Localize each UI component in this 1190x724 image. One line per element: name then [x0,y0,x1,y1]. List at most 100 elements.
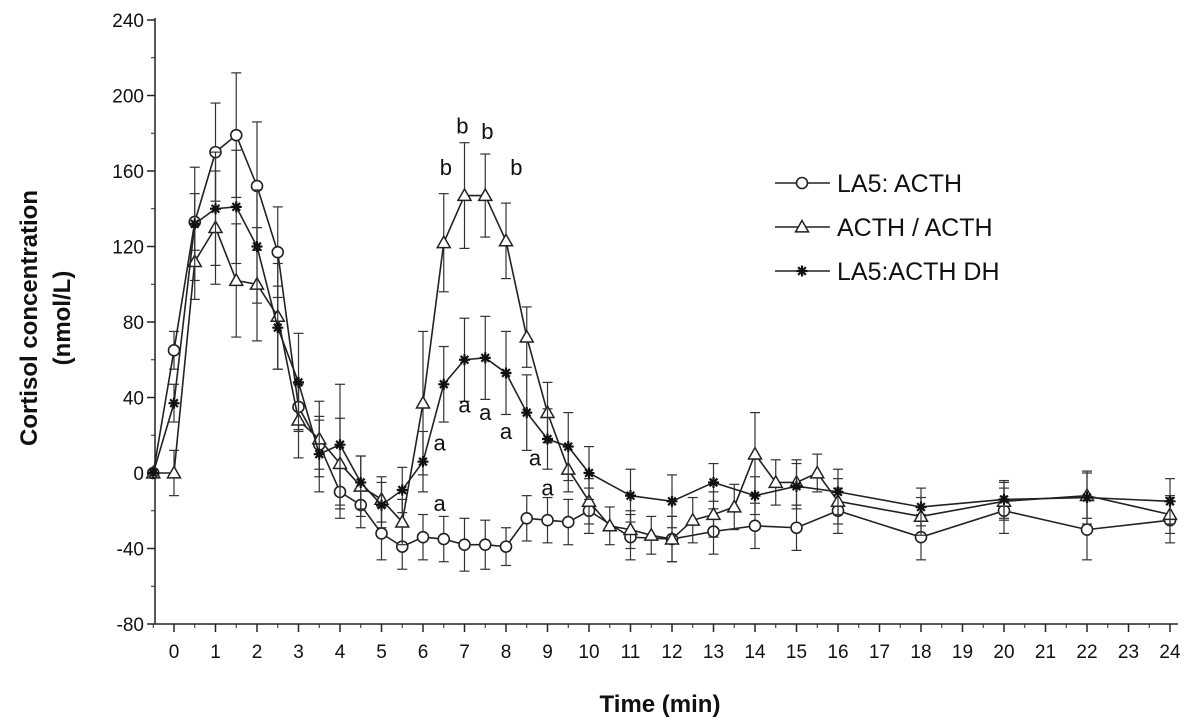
x-tick-label: 3 [293,642,304,663]
series-line [153,194,1171,540]
significance-label: a [541,476,554,501]
data-point [832,486,844,498]
legend-item-acth-acth: ACTH / ACTH [775,214,993,242]
x-tick-label: 17 [869,642,890,663]
x-tick-label: 7 [459,642,470,663]
x-tick-label: 4 [335,642,346,663]
y-tick-label: 240 [112,11,144,32]
data-point [705,506,722,521]
x-tick-label: 6 [418,642,429,663]
y-tick-label: 80 [123,313,144,334]
data-point [147,467,159,479]
data-point [562,441,574,453]
data-point [456,187,473,202]
data-point [518,329,535,343]
y-tick-label: 200 [112,87,144,108]
x-tick-label: 14 [744,642,766,663]
data-point [749,490,761,502]
x-tick-label: 16 [827,642,848,663]
data-point [167,344,181,357]
data-point [375,527,388,540]
data-point [1164,495,1176,507]
data-point [708,476,719,488]
data-point [625,490,636,502]
x-tick-label: 13 [703,642,724,663]
x-tick-label: 18 [910,642,931,663]
legend-label: ACTH / ACTH [837,214,993,242]
data-point [313,448,325,460]
data-point [664,531,680,545]
data-point [417,456,429,468]
x-tick-label: 0 [169,642,180,663]
data-point [767,474,784,489]
significance-label: a [433,491,446,516]
data-point [437,532,451,546]
legend-label: LA5:ACTH DH [837,258,1000,286]
data-point [272,322,284,334]
x-tick-label: 22 [1076,642,1097,663]
y-tick-label: 160 [112,162,144,183]
data-point [498,232,514,247]
data-point [499,540,513,553]
data-point [394,514,411,528]
y-tick-label: 40 [123,389,144,410]
data-point [601,517,618,532]
data-point [458,538,471,552]
y-axis-title-line-2: (nmol/L) [49,271,76,366]
legend-item-la5-acth-dh: LA5:ACTH DH [775,258,1000,286]
x-tick-label: 24 [1159,642,1181,663]
y-tick-label: 0 [133,464,144,485]
data-point [230,201,242,213]
data-point [479,352,491,364]
data-point [355,476,367,488]
data-point [643,527,660,541]
data-point [229,128,243,142]
x-tick-label: 9 [542,642,553,663]
data-point [520,511,534,525]
data-point [790,521,803,535]
y-axis-title-line-1: Cortisol concentration [16,190,43,446]
series-layer [145,72,1178,572]
significance-label: b [456,113,468,138]
legend-marker [795,176,809,190]
x-axis-title: Time (min) [600,691,721,718]
significance-label: a [479,400,492,425]
y-tick-label: -80 [117,615,144,636]
data-point [376,499,387,511]
x-tick-label: 20 [993,642,1014,663]
data-point [521,407,533,419]
data-point [747,446,763,460]
data-point [791,480,802,492]
data-point [1081,492,1093,504]
significance-label: a [433,430,446,455]
data-point [998,493,1010,505]
data-point [666,495,678,507]
data-point [478,538,492,552]
data-point [915,501,927,513]
y-tick-label: -40 [117,540,144,561]
data-point [271,245,285,259]
data-point [189,218,201,230]
legend-marker [794,218,810,233]
significance-label: b [510,155,522,180]
data-point [622,521,639,536]
x-tick-label: 8 [501,642,512,663]
data-point [726,498,743,513]
data-point [416,530,430,544]
data-point [251,241,263,252]
x-tick-label: 12 [661,642,682,663]
series-la5-acth-dh [147,149,1176,529]
x-tick-label: 5 [376,642,387,663]
data-point [748,519,762,533]
series-line [152,133,1171,548]
data-point [541,513,554,527]
x-tick-label: 10 [578,642,599,663]
data-point [583,467,595,479]
x-tick-label: 15 [786,642,807,663]
series-la5-acth [146,72,1177,572]
data-point [581,493,597,507]
data-point [1080,523,1094,536]
data-point [415,395,431,409]
